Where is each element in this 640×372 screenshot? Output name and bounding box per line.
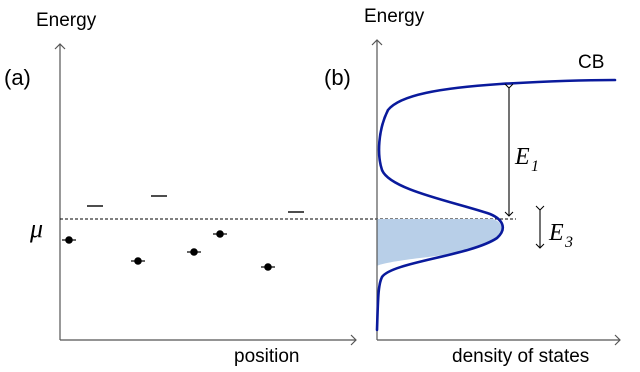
filled-state-marker [62,236,76,244]
panel-a-x-axis-label: position [234,346,300,367]
panel-b: Energy (b) CB density of states E 1 E 3 [324,6,621,367]
svg-text:3: 3 [564,234,573,251]
occupied-states-fill [377,219,503,266]
filled-state-marker [261,263,275,271]
filled-state-marker [131,257,145,265]
density-of-states-curve [375,78,617,332]
panel-b-x-axis-label: density of states [452,346,589,367]
svg-text:E: E [548,220,564,246]
svg-text:1: 1 [531,158,539,175]
e3-label: E 3 [548,220,573,251]
panel-a-y-axis-label: Energy [36,10,97,31]
conduction-band-label: CB [578,52,604,73]
filled-state-marker [213,230,227,238]
panel-b-label: (b) [324,65,351,90]
panel-a-label: (a) [4,65,31,90]
chemical-potential-label: μ [29,214,43,243]
svg-text:E: E [514,144,530,170]
panel-b-y-axis-label: Energy [364,6,425,27]
e1-label: E 1 [514,144,539,175]
filled-state-marker [187,248,201,256]
panel-a: Energy (a) μ position [4,10,357,367]
